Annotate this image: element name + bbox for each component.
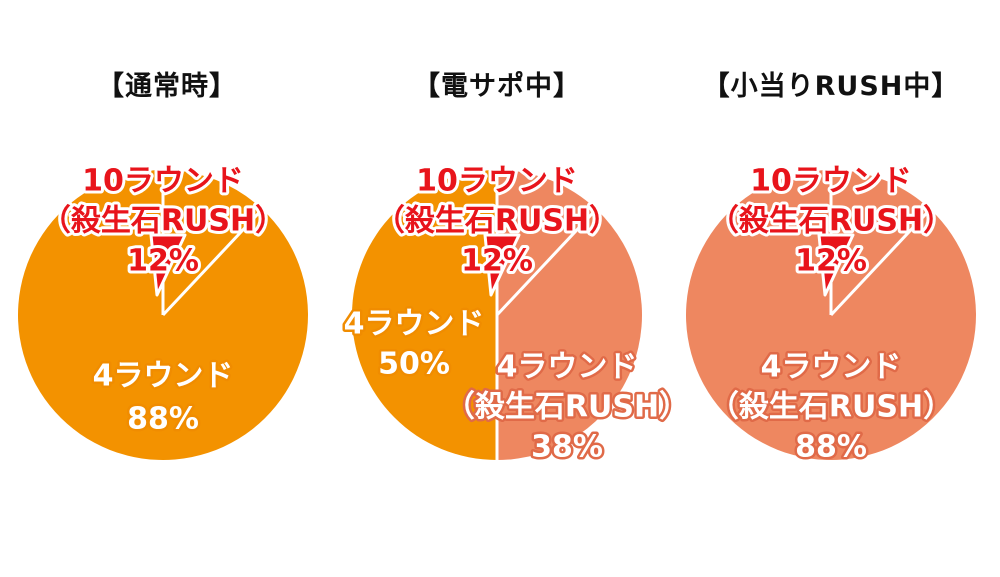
pie-chart-3: 10ラウンド （殺生石RUSH） 12% 4ラウンド （殺生石RUSH） 88% <box>686 161 977 467</box>
pie-slice <box>352 170 497 460</box>
callout-pointer <box>817 233 855 297</box>
slice-label: 38% <box>531 430 603 465</box>
slice-label: 4ラウンド <box>93 359 234 394</box>
pie-chart-2: 10ラウンド （殺生石RUSH） 12% 4ラウンド （殺生石RUSH） 38% 4ラウンド… <box>341 161 692 468</box>
pie-slice <box>163 170 263 315</box>
slice-divider <box>829 208 932 317</box>
slice-label: 88% <box>795 430 867 465</box>
slice-label: （殺生石RUSH） <box>445 390 689 425</box>
chart-title-koatari-rush: 【小当りRUSH中】 <box>702 71 960 102</box>
slice-label: 12% <box>795 244 867 279</box>
slice-label: 10ラウンド <box>750 164 912 199</box>
slice-label: 10ラウンド <box>82 164 244 199</box>
callout-pointer <box>483 233 521 297</box>
chart-title-densapo: 【電サポ中】 <box>413 71 581 102</box>
slice-label: 4ラウンド <box>761 350 902 385</box>
slice-label: 50% <box>378 347 450 382</box>
slice-label: （殺生石RUSH） <box>709 390 953 425</box>
slice-label: （殺生石RUSH） <box>709 204 953 239</box>
slice-label: 12% <box>127 244 199 279</box>
slice-label: 4ラウンド <box>497 350 638 385</box>
pie-slice <box>831 170 931 315</box>
chart-title-normal: 【通常時】 <box>97 71 237 102</box>
slice-label: 88% <box>127 402 199 437</box>
slice-label: （殺生石RUSH） <box>375 204 619 239</box>
slice-divider <box>161 208 264 317</box>
pie-chart-1: 10ラウンド （殺生石RUSH） 12% 4ラウンド 88% <box>18 161 309 460</box>
slice-divider <box>495 208 598 317</box>
pie-slice <box>497 209 643 460</box>
slice-label: 10ラウンド <box>416 164 578 199</box>
slice-label: 4ラウンド <box>344 307 485 342</box>
slice-label: （殺生石RUSH） <box>41 204 285 239</box>
slice-label: 12% <box>461 244 533 279</box>
callout-pointer <box>149 233 187 297</box>
pie-slice <box>497 170 597 315</box>
